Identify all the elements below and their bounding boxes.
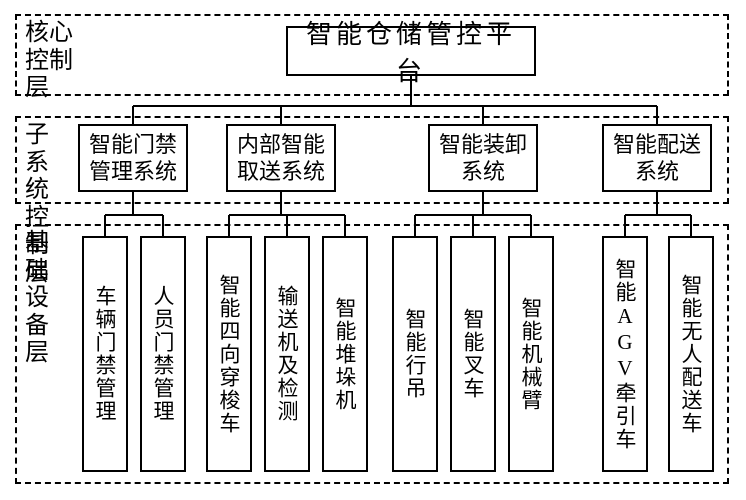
diagram-canvas: 核心控制层 子系统控制层 基础设备层 智能仓储管控平台 智能门禁管理系统 内部智… [0,0,746,500]
node-leaf-5: 智能堆垛机 [322,236,368,472]
layer-base-label: 基础设备层 [25,230,51,368]
node-mid-1: 智能门禁管理系统 [78,124,188,192]
node-leaf-2: 人员门禁管理 [140,236,186,472]
node-leaf-10: 智能无人配送车 [668,236,714,472]
node-mid-4: 智能配送系统 [602,124,712,192]
node-leaf-6: 智能行吊 [392,236,438,472]
node-mid-2: 内部智能取送系统 [226,124,336,192]
node-leaf-7: 智能叉车 [450,236,496,472]
node-top: 智能仓储管控平台 [286,26,536,76]
node-leaf-3: 智能四向穿梭车 [206,236,252,472]
node-leaf-8: 智能机械臂 [508,236,554,472]
node-mid-3: 智能装卸系统 [428,124,538,192]
layer-core-label: 核心控制层 [25,20,78,103]
node-leaf-1: 车辆门禁管理 [82,236,128,472]
node-leaf-4: 输送机及检测 [264,236,310,472]
node-leaf-9: 智能AGV牵引车 [602,236,648,472]
